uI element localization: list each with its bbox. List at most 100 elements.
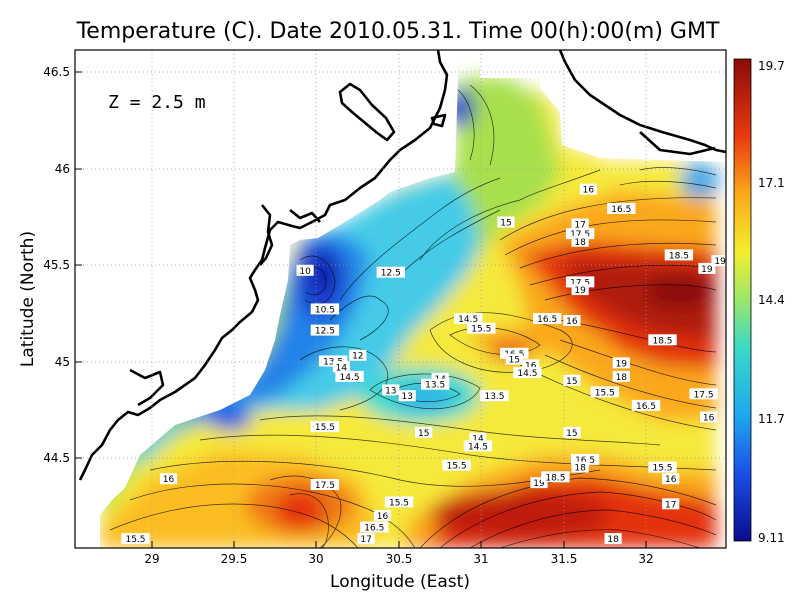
colorbar-scale xyxy=(733,58,752,542)
x-tick-label: 29 xyxy=(144,552,159,566)
grid xyxy=(75,50,726,548)
contour-label-box xyxy=(310,479,340,490)
contour-label-box xyxy=(563,374,581,386)
contour-label: 18.5 xyxy=(664,249,694,261)
contour-label-box xyxy=(121,533,150,545)
contour-label: 19 xyxy=(711,255,726,267)
contour-label-box xyxy=(318,355,348,367)
contour-label-text: 13.5 xyxy=(425,381,445,391)
temperature-field xyxy=(100,76,720,548)
contour-label-text: 16 xyxy=(583,186,595,196)
contour-label: 18.5 xyxy=(648,334,677,346)
contour-label-box xyxy=(497,216,515,228)
contour-label-text: 10.5 xyxy=(315,305,335,315)
contour-label-text: 15.5 xyxy=(595,388,615,398)
y-tick-label: 46.5 xyxy=(43,65,70,79)
contour-label: 12.5 xyxy=(310,324,340,337)
y-tick-label: 45.5 xyxy=(43,258,70,272)
contour-label-box xyxy=(454,313,483,324)
contour-label: 16 xyxy=(159,473,178,485)
contour-label-box xyxy=(349,349,367,361)
contour-label-text: 16 xyxy=(665,475,677,485)
contour-label-box xyxy=(373,509,392,521)
isotherm-contours xyxy=(109,84,717,548)
contour-label-box xyxy=(296,264,314,276)
colorbar-tick-label: 9.11 xyxy=(758,531,785,545)
contour-label-box xyxy=(631,399,661,411)
contour-label-text: 15.5 xyxy=(471,325,491,335)
y-tick-label: 44.5 xyxy=(43,451,70,465)
contour-label-box xyxy=(310,421,340,433)
contour-label: 15.5 xyxy=(310,421,340,433)
contour-label-box xyxy=(332,361,350,373)
colorbar-tick-label: 17.1 xyxy=(758,176,785,190)
contour-label-text: 18.5 xyxy=(669,251,689,261)
y-axis-label: Latitude (North) xyxy=(18,231,38,367)
contour-label-text: 15 xyxy=(509,356,520,366)
contour-label: 19 xyxy=(612,357,630,369)
coastline xyxy=(78,50,726,481)
colorbar-tick-label: 19.7 xyxy=(758,59,785,73)
contour-label-box xyxy=(335,370,364,382)
contour-label-text: 17.5 xyxy=(570,278,590,288)
colorbar-tick-label: 14.4 xyxy=(758,293,785,307)
contour-label: 17 xyxy=(571,218,589,231)
contour-label-text: 18.5 xyxy=(652,336,672,346)
contour-label: 14.5 xyxy=(335,370,364,383)
contour-label: 15.5 xyxy=(648,461,677,474)
y-tick-label: 45 xyxy=(55,355,70,369)
contour-label-box xyxy=(376,266,405,278)
contour-label: 13.5 xyxy=(421,378,450,391)
contour-label-box xyxy=(662,473,680,485)
contour-label: 18.5 xyxy=(541,471,570,483)
contour-label-box xyxy=(541,471,570,483)
contour-label: 15.5 xyxy=(467,322,496,335)
contour-label-box xyxy=(565,276,595,288)
contour-label-text: 14.5 xyxy=(468,442,488,452)
contour-label: 15.5 xyxy=(590,386,619,398)
contour-label: 19 xyxy=(698,262,716,275)
contour-label-text: 16 xyxy=(377,512,389,522)
contour-label: 16.5 xyxy=(607,203,636,215)
contour-label-box xyxy=(612,357,630,369)
contour-label-text: 16 xyxy=(703,414,715,424)
contour-label-box xyxy=(700,411,718,423)
y-tick-marks xyxy=(75,71,82,459)
x-tick-label: 32 xyxy=(638,552,653,566)
contour-label-text: 16 xyxy=(525,361,537,371)
contour-label: 19 xyxy=(571,284,589,296)
contour-label: 14 xyxy=(332,361,350,373)
contour-label-text: 13 xyxy=(401,392,412,402)
contour-label-text: 17.5 xyxy=(694,390,714,400)
contour-label: 12 xyxy=(349,349,367,362)
contour-label-box xyxy=(467,322,496,334)
contour-label-box xyxy=(533,313,562,324)
contour-label-text: 16.5 xyxy=(364,524,384,534)
contour-label-box xyxy=(571,235,589,247)
contour-label-box xyxy=(607,203,636,214)
contour-label: 14.5 xyxy=(513,367,542,379)
contour-label: 10.5 xyxy=(310,303,340,315)
contour-label-text: 19 xyxy=(616,359,628,369)
contour-label-box xyxy=(648,461,677,473)
contour-label-text: 15 xyxy=(566,377,577,387)
contour-label-box xyxy=(513,367,542,379)
x-axis-label: Longitude (East) xyxy=(330,572,470,592)
contour-label-box xyxy=(571,218,589,230)
x-tick-label: 31 xyxy=(473,552,488,566)
contour-label: 15 xyxy=(415,426,433,439)
contour-label-text: 16.5 xyxy=(537,315,557,325)
contour-label: 14.5 xyxy=(454,313,483,325)
contour-label-text: 18 xyxy=(574,464,586,474)
contour-label: 15 xyxy=(563,374,581,387)
contour-label-box xyxy=(698,262,716,274)
contour-label-text: 16.5 xyxy=(575,456,595,466)
contour-label: 15 xyxy=(497,216,515,229)
contour-label-box xyxy=(664,249,694,261)
contour-label-text: 15 xyxy=(418,429,429,439)
contour-label-box xyxy=(563,315,581,326)
contour-label-text: 18 xyxy=(607,535,619,545)
contour-label-box xyxy=(590,386,619,398)
